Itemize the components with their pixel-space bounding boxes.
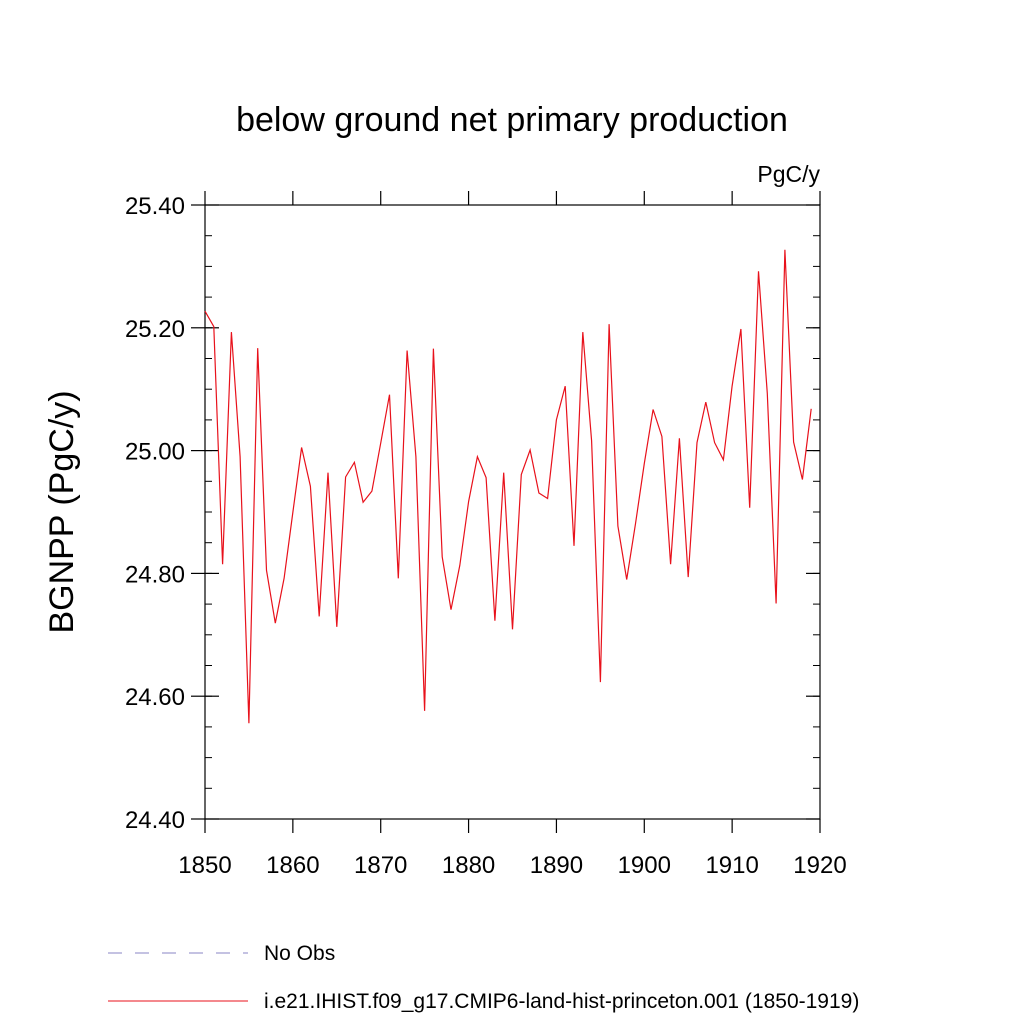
units-label: PgC/y [757,161,820,187]
series-layer [204,249,812,724]
y-tick-label: 25.20 [125,316,185,343]
x-tick-label: 1870 [354,852,407,879]
legend-label-model-run: i.e21.IHIST.f09_g17.CMIP6-land-hist-prin… [264,990,859,1013]
legend-label-no-obs: No Obs [264,942,335,965]
series-line-0 [204,249,812,724]
legend: No Obs i.e21.IHIST.f09_g17.CMIP6-land-hi… [108,942,859,1013]
x-tick-label: 1900 [618,852,671,879]
x-tick-label: 1880 [442,852,495,879]
x-tick-label: 1890 [530,852,583,879]
y-tick-label: 25.00 [125,439,185,466]
x-tick-label: 1860 [266,852,319,879]
y-axis-label: BGNPP (PgC/y) [43,390,81,633]
y-tick-label: 24.60 [125,684,185,711]
y-axis-ticks: 24.40 24.60 24.80 25.00 25.20 25.40 [125,193,820,834]
x-tick-label: 1850 [178,852,231,879]
plot-area-frame [204,204,821,820]
chart-title: below ground net primary production [236,101,788,139]
y-tick-label: 24.40 [125,807,185,834]
x-tick-label: 1920 [793,852,846,879]
y-tick-label: 24.80 [125,561,185,588]
x-axis-ticks: 1850 1860 1870 1880 1890 1900 1910 1920 [178,191,847,879]
x-tick-label: 1910 [705,852,758,879]
y-tick-label: 25.40 [125,193,185,220]
